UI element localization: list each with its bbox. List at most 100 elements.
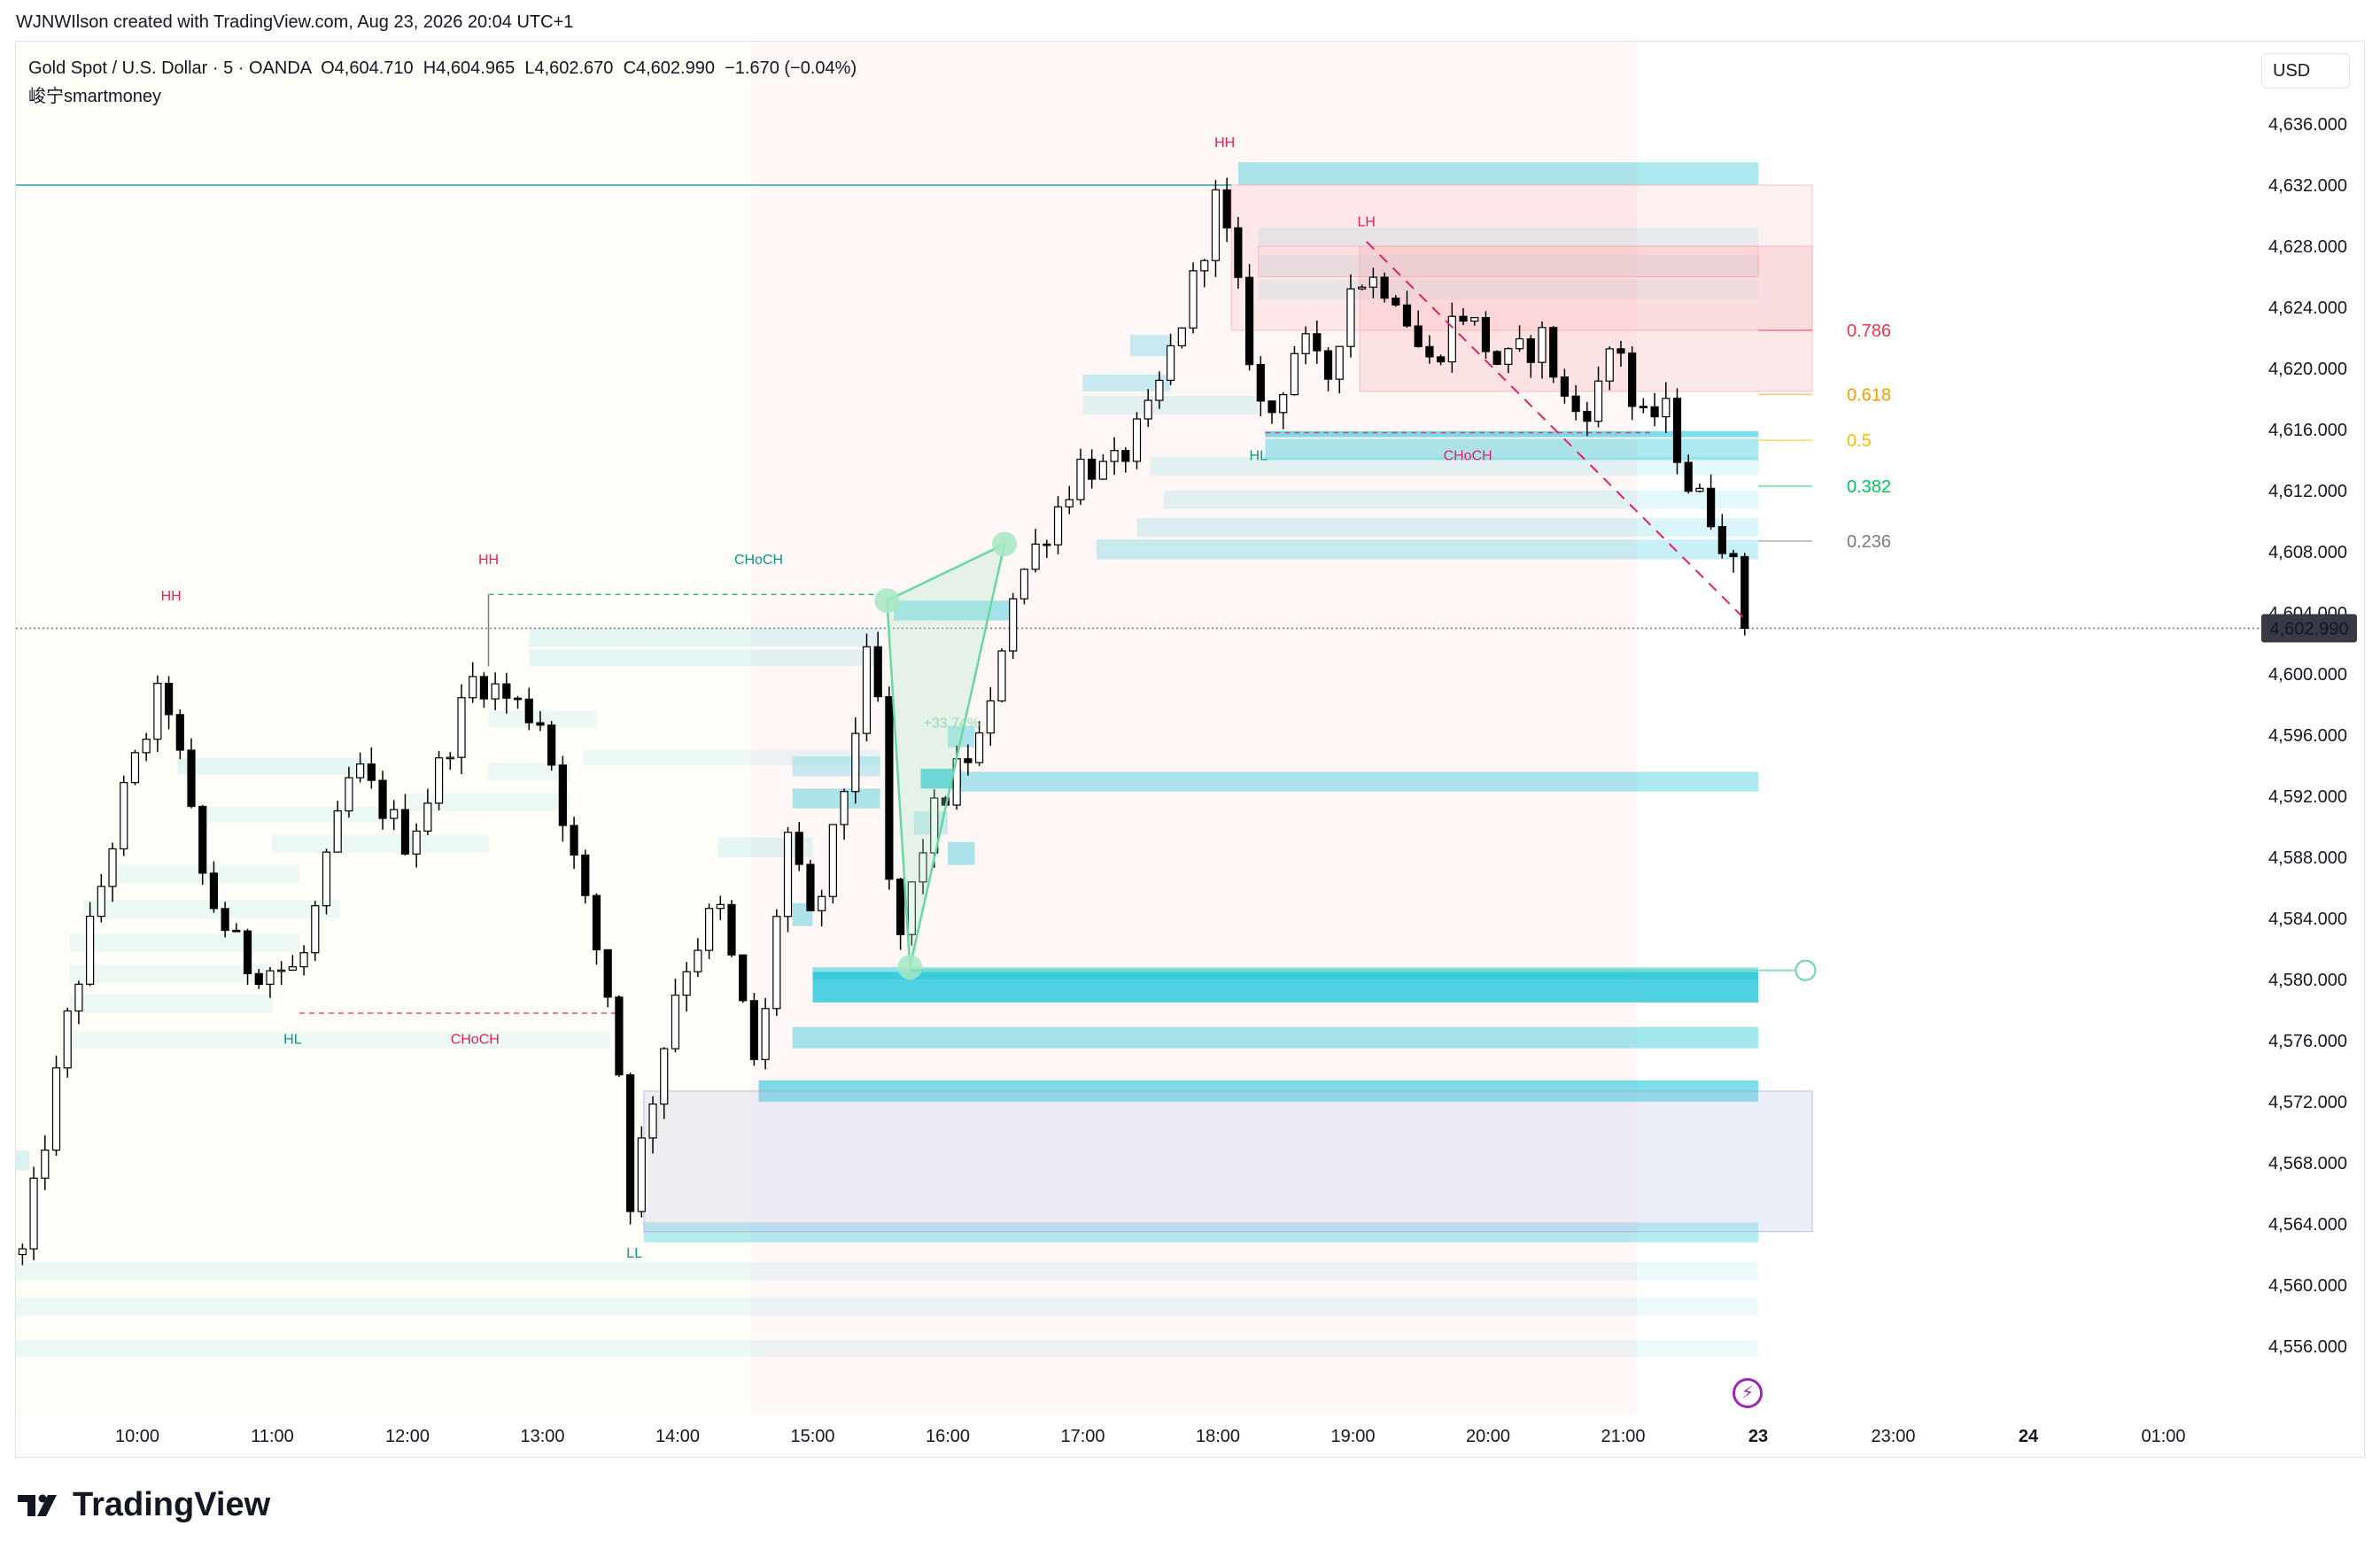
indicator-name[interactable]: 峻宁smartmoney — [28, 87, 162, 106]
candle[interactable] — [1470, 317, 1479, 326]
candle[interactable] — [502, 672, 511, 714]
candle[interactable] — [974, 721, 984, 766]
candle[interactable] — [547, 721, 556, 771]
candle[interactable] — [1492, 350, 1501, 366]
candle[interactable] — [1110, 437, 1119, 476]
candle[interactable] — [873, 631, 882, 702]
candle[interactable] — [964, 744, 973, 776]
projection-point[interactable] — [874, 588, 900, 614]
candle[interactable] — [221, 902, 229, 938]
candle[interactable] — [1549, 326, 1558, 383]
candle[interactable] — [907, 881, 916, 946]
candle[interactable] — [1650, 392, 1659, 427]
candle[interactable] — [63, 1007, 72, 1078]
candle[interactable] — [1459, 308, 1468, 325]
candle[interactable] — [1009, 592, 1018, 660]
candle[interactable] — [345, 766, 353, 818]
candle[interactable] — [716, 895, 725, 920]
candle[interactable] — [615, 995, 624, 1078]
candle[interactable] — [919, 839, 927, 895]
candle[interactable] — [513, 695, 523, 709]
candle[interactable] — [783, 826, 793, 933]
candle[interactable] — [1211, 180, 1221, 277]
candle[interactable] — [1729, 549, 1738, 573]
candle[interactable] — [333, 801, 342, 853]
target-marker[interactable] — [1795, 959, 1817, 981]
candle[interactable] — [51, 1055, 61, 1157]
candle[interactable] — [1167, 333, 1175, 385]
candle[interactable] — [761, 997, 770, 1070]
candle[interactable] — [311, 901, 320, 961]
candle[interactable] — [1717, 514, 1726, 559]
candle[interactable] — [232, 923, 241, 933]
currency-selector[interactable]: USD — [2261, 53, 2350, 89]
candle[interactable] — [18, 1243, 27, 1266]
candle[interactable] — [1019, 568, 1029, 605]
candle[interactable] — [412, 823, 421, 868]
candle[interactable] — [1177, 327, 1186, 349]
candle[interactable] — [1414, 310, 1423, 348]
candle[interactable] — [491, 672, 500, 710]
candle[interactable] — [637, 1126, 646, 1218]
candle[interactable] — [1121, 447, 1130, 473]
candle[interactable] — [648, 1096, 657, 1154]
candle[interactable] — [479, 672, 489, 709]
symbol-name[interactable]: Gold Spot / U.S. Dollar · 5 · OANDA — [28, 58, 311, 78]
candle[interactable] — [198, 804, 207, 885]
candle[interactable] — [1234, 216, 1243, 289]
candle[interactable] — [671, 979, 680, 1053]
candle[interactable] — [457, 684, 466, 775]
candle[interactable] — [1672, 388, 1682, 475]
candle[interactable] — [1088, 449, 1097, 489]
candle[interactable] — [558, 755, 567, 842]
candle[interactable] — [1143, 389, 1152, 428]
candle[interactable] — [818, 889, 826, 927]
candle[interactable] — [1560, 368, 1570, 404]
candle[interactable] — [749, 993, 759, 1066]
candle[interactable] — [1684, 454, 1693, 494]
candle[interactable] — [727, 900, 736, 957]
candle[interactable] — [1346, 274, 1355, 358]
candle[interactable] — [322, 848, 331, 915]
candle[interactable] — [1155, 371, 1164, 409]
candle[interactable] — [1402, 290, 1412, 329]
candle[interactable] — [1290, 345, 1299, 396]
candle[interactable] — [423, 788, 432, 835]
candle[interactable] — [1189, 262, 1198, 334]
tradingview-logo[interactable]: TradingView — [18, 1486, 270, 1524]
candle[interactable] — [840, 788, 849, 840]
candle[interactable] — [885, 686, 894, 890]
candle[interactable] — [1571, 384, 1580, 421]
candle[interactable] — [1538, 321, 1547, 379]
candle[interactable] — [1593, 366, 1603, 428]
candle[interactable] — [1053, 496, 1063, 554]
candle[interactable] — [390, 800, 399, 831]
candle[interactable] — [1031, 529, 1040, 573]
candle[interactable] — [1639, 398, 1647, 414]
candle[interactable] — [1335, 345, 1344, 394]
candle[interactable] — [536, 711, 545, 732]
candle[interactable] — [1616, 340, 1625, 367]
candle[interactable] — [1279, 391, 1288, 430]
candle[interactable] — [120, 775, 128, 856]
candle[interactable] — [164, 676, 174, 730]
candle[interactable] — [277, 961, 286, 986]
candle[interactable] — [986, 686, 995, 747]
candle[interactable] — [1065, 485, 1074, 515]
candle[interactable] — [704, 903, 714, 960]
candle[interactable] — [1437, 354, 1446, 366]
candle[interactable] — [1043, 539, 1051, 558]
candle[interactable] — [1200, 259, 1209, 288]
candle[interactable] — [1098, 453, 1107, 480]
candle[interactable] — [1132, 412, 1142, 469]
candle[interactable] — [367, 747, 376, 789]
candle[interactable] — [469, 662, 477, 703]
candle[interactable] — [97, 873, 105, 923]
candle[interactable] — [1222, 177, 1231, 243]
candle[interactable] — [41, 1135, 50, 1190]
candle[interactable] — [603, 949, 612, 1008]
candle[interactable] — [772, 909, 781, 1016]
candle[interactable] — [1481, 311, 1491, 359]
candle[interactable] — [1358, 284, 1367, 290]
candle[interactable] — [153, 675, 162, 752]
